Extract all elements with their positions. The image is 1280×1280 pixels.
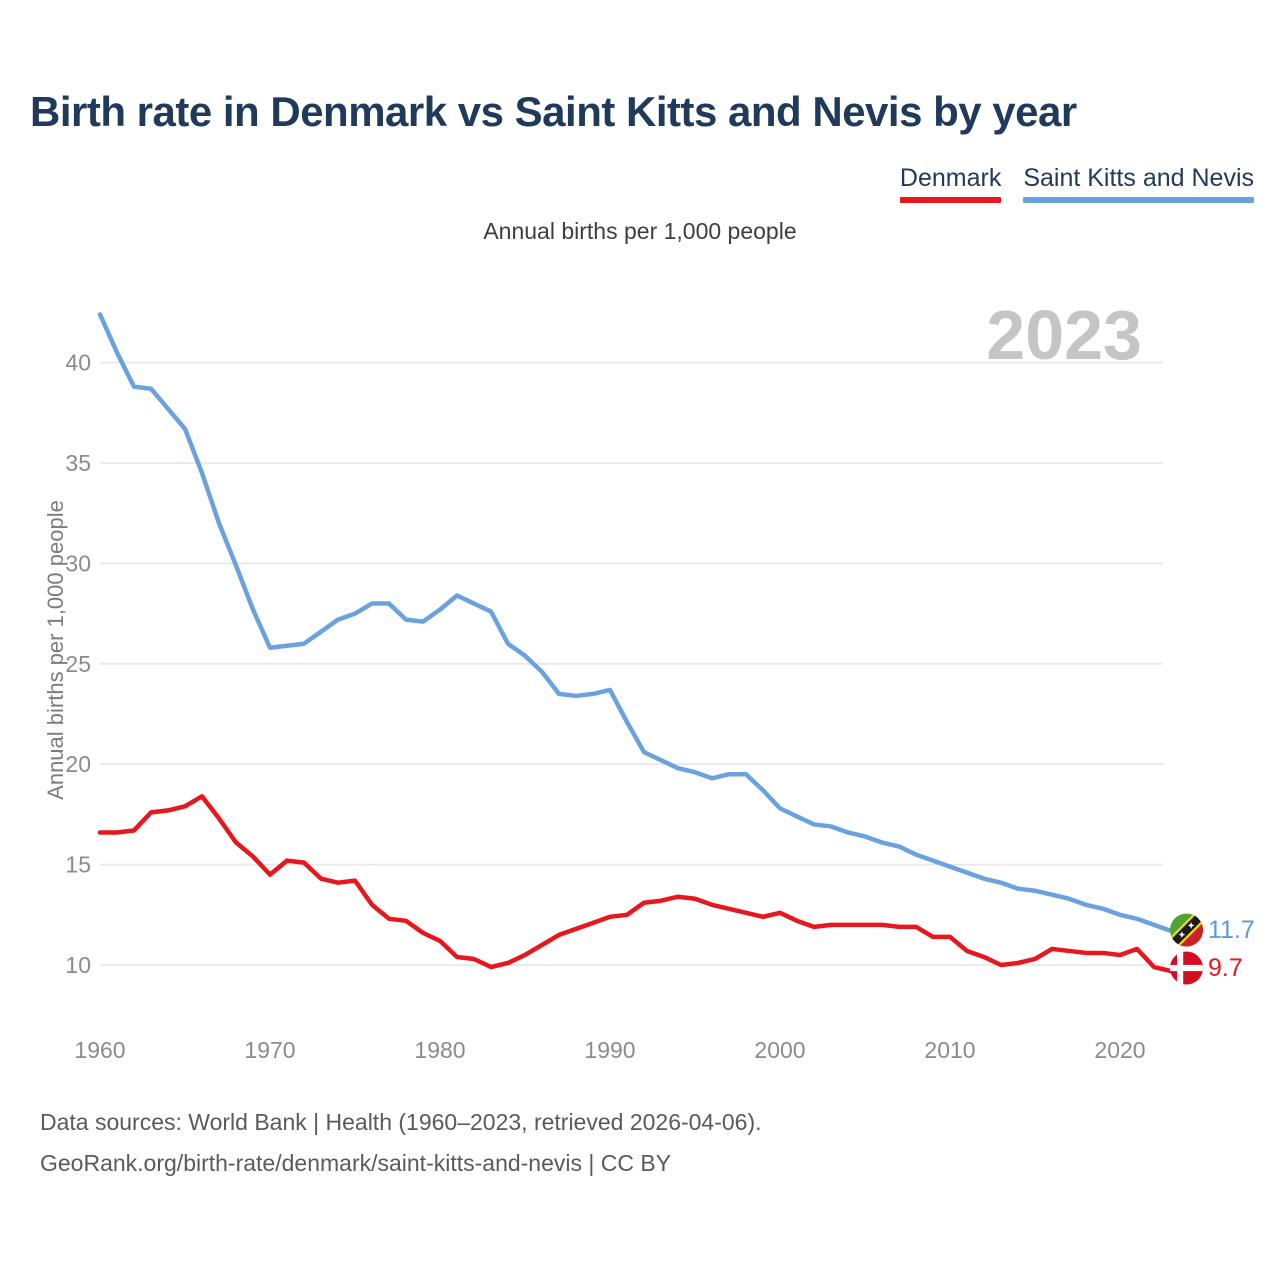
end-value-denmark: 9.7 [1208, 954, 1243, 982]
x-tick-label: 2020 [1094, 1037, 1145, 1063]
saint-kitts-and-nevis-line [97, 312, 1174, 934]
flag-icons [1170, 913, 1203, 985]
legend-label-saint-kitts: Saint Kitts and Nevis [1023, 164, 1254, 192]
page-title: Birth rate in Denmark vs Saint Kitts and… [30, 88, 1077, 135]
y-tick-label: 30 [65, 550, 91, 576]
x-tick-label: 1970 [244, 1037, 295, 1063]
x-tick-label: 2010 [924, 1037, 975, 1063]
x-tick-label: 1980 [414, 1037, 465, 1063]
end-value-saint-kitts: 11.7 [1208, 916, 1255, 944]
legend-color-bar-denmark [899, 197, 1002, 203]
year-watermark: 2023 [986, 296, 1142, 374]
legend-color-bar-saint-kitts [1023, 197, 1254, 203]
data-sources-line: Data sources: World Bank | Health (1960–… [40, 1109, 762, 1135]
y-tick-label: 25 [65, 651, 91, 677]
plot-layer: 10 15 20 25 30 35 40 1960 1970 1980 1990 2000 2010 20… [65, 312, 1174, 1063]
legend: Denmark Saint Kitts and Nevis [899, 164, 1254, 203]
x-tick-label: 2000 [754, 1037, 805, 1063]
legend-item-denmark[interactable]: Denmark [899, 164, 1002, 203]
y-tick-label: 35 [65, 450, 91, 476]
attribution-line: GeoRank.org/birth-rate/denmark/saint-kit… [40, 1150, 672, 1176]
denmark-flag-icon [1170, 951, 1203, 985]
y-tick-label: 10 [65, 952, 91, 978]
y-tick-label: 40 [65, 350, 91, 376]
x-tick-label: 1990 [584, 1037, 635, 1063]
legend-label-denmark: Denmark [899, 164, 1002, 192]
y-tick-label: 15 [65, 852, 91, 878]
x-tick-label: 1960 [74, 1037, 125, 1063]
y-tick-label: 20 [65, 751, 91, 777]
saint-kitts-and-nevis-flag-icon [1170, 913, 1203, 947]
legend-item-saint-kitts[interactable]: Saint Kitts and Nevis [1023, 164, 1254, 203]
footer: Data sources: World Bank | Health (1960–… [40, 1102, 762, 1184]
chart-subtitle: Annual births per 1,000 people [483, 218, 797, 244]
denmark-line [97, 794, 1174, 974]
